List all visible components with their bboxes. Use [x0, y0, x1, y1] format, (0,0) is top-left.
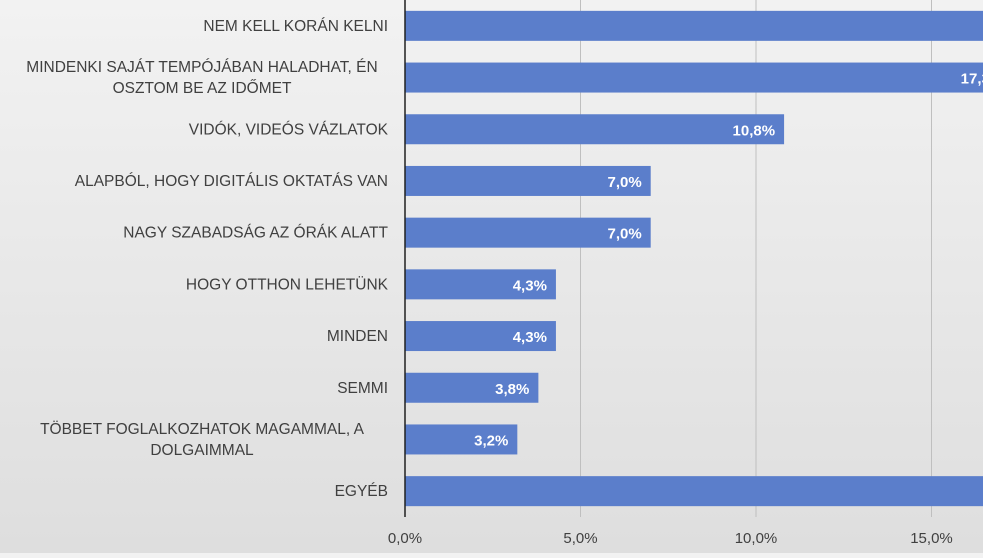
x-tick-label-1: 5,0%	[563, 530, 597, 547]
category-label-9: EGYÉB	[335, 483, 388, 500]
bars: 18,4%17,3%10,8%7,0%7,0%4,3%4,3%3,8%3,2%2…	[405, 11, 983, 506]
data-label-5: 4,3%	[513, 277, 547, 294]
category-label-8-line-1: DOLGAIMMAL	[150, 442, 254, 459]
category-label-1-line-0: MINDENKI SAJÁT TEMPÓJÁBAN HALADHAT, ÉN	[26, 59, 377, 76]
category-label-1-line-1: OSZTOM BE AZ IDŐMET	[113, 80, 292, 97]
data-label-6: 4,3%	[513, 329, 547, 346]
category-label-2-line-0: VIDÓK, VIDEÓS VÁZLATOK	[189, 121, 389, 138]
category-label-4-line-0: NAGY SZABADSÁG AZ ÓRÁK ALATT	[123, 225, 388, 242]
bar-9	[405, 476, 983, 506]
bar-2	[405, 114, 784, 144]
category-label-7: SEMMI	[337, 380, 388, 397]
category-label-9-line-0: EGYÉB	[335, 483, 388, 500]
data-label-2: 10,8%	[733, 122, 776, 139]
data-label-3: 7,0%	[607, 174, 641, 191]
data-label-8: 3,2%	[474, 432, 508, 449]
data-label-1: 17,3%	[961, 71, 983, 88]
category-label-8: TÖBBET FOGLALKOZHATOK MAGAMMAL, A DOLGAIM…	[40, 420, 365, 459]
category-label-5: HOGY OTTHON LEHETÜNK	[186, 275, 389, 293]
category-label-4: NAGY SZABADSÁG AZ ÓRÁK ALATT	[123, 225, 388, 242]
x-tick-label-3: 15,0%	[910, 530, 953, 547]
category-label-0: NEM KELL KORÁN KELNI	[203, 18, 388, 35]
data-label-7: 3,8%	[495, 381, 529, 398]
category-label-5-line-0: HOGY OTTHON LEHETÜNK	[186, 275, 389, 293]
category-label-2: VIDÓK, VIDEÓS VÁZLATOK	[189, 121, 389, 138]
bar-0	[405, 11, 983, 41]
category-label-0-line-0: NEM KELL KORÁN KELNI	[203, 18, 388, 35]
category-label-6-line-0: MINDEN	[327, 328, 388, 345]
category-label-8-line-0: TÖBBET FOGLALKOZHATOK MAGAMMAL, A	[40, 420, 365, 438]
x-tick-label-0: 0,0%	[388, 530, 422, 547]
category-label-3-line-0: ALAPBÓL, HOGY DIGITÁLIS OKTATÁS VAN	[75, 173, 388, 190]
x-tick-label-2: 10,0%	[735, 530, 778, 547]
category-label-6: MINDEN	[327, 328, 388, 345]
category-label-7-line-0: SEMMI	[337, 380, 388, 397]
category-label-3: ALAPBÓL, HOGY DIGITÁLIS OKTATÁS VAN	[75, 173, 388, 190]
bar-1	[405, 63, 983, 93]
x-tick-labels: 0,0%5,0%10,0%15,0%20,0%25,0%30,0%	[388, 530, 983, 547]
category-labels: NEM KELL KORÁN KELNI MINDENKI SAJÁT TEMPÓ…	[26, 18, 388, 500]
category-label-1: MINDENKI SAJÁT TEMPÓJÁBAN HALADHAT, ÉN OS…	[26, 59, 377, 97]
data-label-4: 7,0%	[607, 226, 641, 243]
